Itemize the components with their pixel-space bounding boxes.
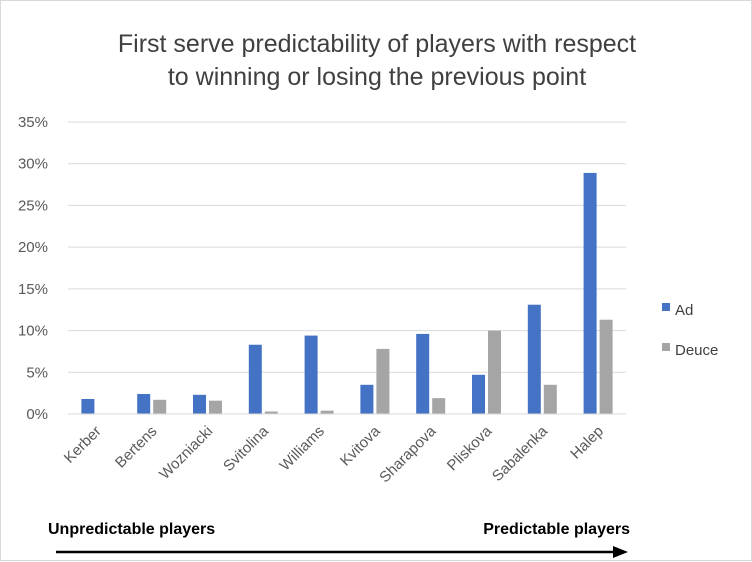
bar-ad-svitolina bbox=[248, 344, 262, 414]
x-tick-label: Kvitova bbox=[337, 422, 384, 469]
legend-swatch-deuce bbox=[662, 343, 670, 351]
x-tick-label: Sharapova bbox=[376, 422, 440, 486]
bar-ad-halep bbox=[583, 172, 597, 414]
chart-title-line-1: First serve predictability of players wi… bbox=[118, 30, 636, 58]
x-tick-label: Williams bbox=[276, 423, 327, 474]
x-tick-label: Halep bbox=[567, 423, 607, 463]
bar-ad-kvitova bbox=[360, 384, 374, 414]
direction-arrow-head bbox=[613, 546, 628, 558]
bar-deuce-williams bbox=[320, 410, 334, 414]
y-tick-label: 15% bbox=[18, 281, 48, 298]
grid-lines bbox=[68, 121, 626, 373]
legend-swatch-ad bbox=[662, 303, 670, 311]
y-tick-label: 35% bbox=[18, 114, 48, 131]
bar-ad-bertens bbox=[137, 393, 151, 414]
predictable-players-label: Predictable players bbox=[483, 521, 630, 538]
bar-deuce-halep bbox=[599, 319, 613, 414]
y-tick-label: 20% bbox=[18, 239, 48, 256]
legend-label-ad: Ad bbox=[675, 302, 693, 319]
y-tick-label: 30% bbox=[18, 156, 48, 173]
bar-deuce-bertens bbox=[153, 399, 167, 414]
x-tick-label: Sabalenka bbox=[489, 422, 552, 485]
legend-label-deuce: Deuce bbox=[675, 342, 718, 359]
bar-deuce-kvitova bbox=[376, 348, 390, 414]
y-tick-label: 0% bbox=[26, 406, 48, 423]
x-tick-label: Wozniacki bbox=[156, 423, 216, 483]
bar-deuce-svitolina bbox=[264, 411, 278, 414]
legend: Ad Deuce bbox=[662, 302, 718, 359]
bar-deuce-sharapova bbox=[432, 398, 446, 414]
bar-ad-sharapova bbox=[416, 333, 430, 414]
y-tick-label: 5% bbox=[26, 364, 48, 381]
x-tick-label: Svitolina bbox=[220, 422, 273, 475]
bar-ad-sabalenka bbox=[527, 304, 541, 414]
bar-deuce-pliskova bbox=[488, 330, 501, 414]
y-tick-label: 10% bbox=[18, 323, 48, 340]
bar-ad-williams bbox=[304, 335, 318, 414]
direction-arrow bbox=[56, 546, 628, 558]
unpredictable-players-label: Unpredictable players bbox=[48, 521, 215, 538]
y-axis-ticks: 0% 5% 10% 15% 20% 25% 30% 35% bbox=[18, 114, 48, 423]
x-tick-label: Kerber bbox=[61, 423, 105, 467]
x-tick-label: Bertens bbox=[112, 423, 161, 472]
bar-deuce-wozniacki bbox=[209, 400, 222, 414]
bar-ad-kerber bbox=[81, 398, 95, 414]
chart-title-line-2: to winning or losing the previous point bbox=[168, 63, 586, 91]
bar-ad-wozniacki bbox=[193, 394, 206, 414]
y-tick-label: 25% bbox=[18, 197, 48, 214]
bars-group bbox=[81, 172, 613, 414]
x-tick-label: Pliskova bbox=[444, 422, 496, 474]
bar-deuce-sabalenka bbox=[543, 384, 557, 414]
bar-ad-pliskova bbox=[472, 374, 485, 414]
